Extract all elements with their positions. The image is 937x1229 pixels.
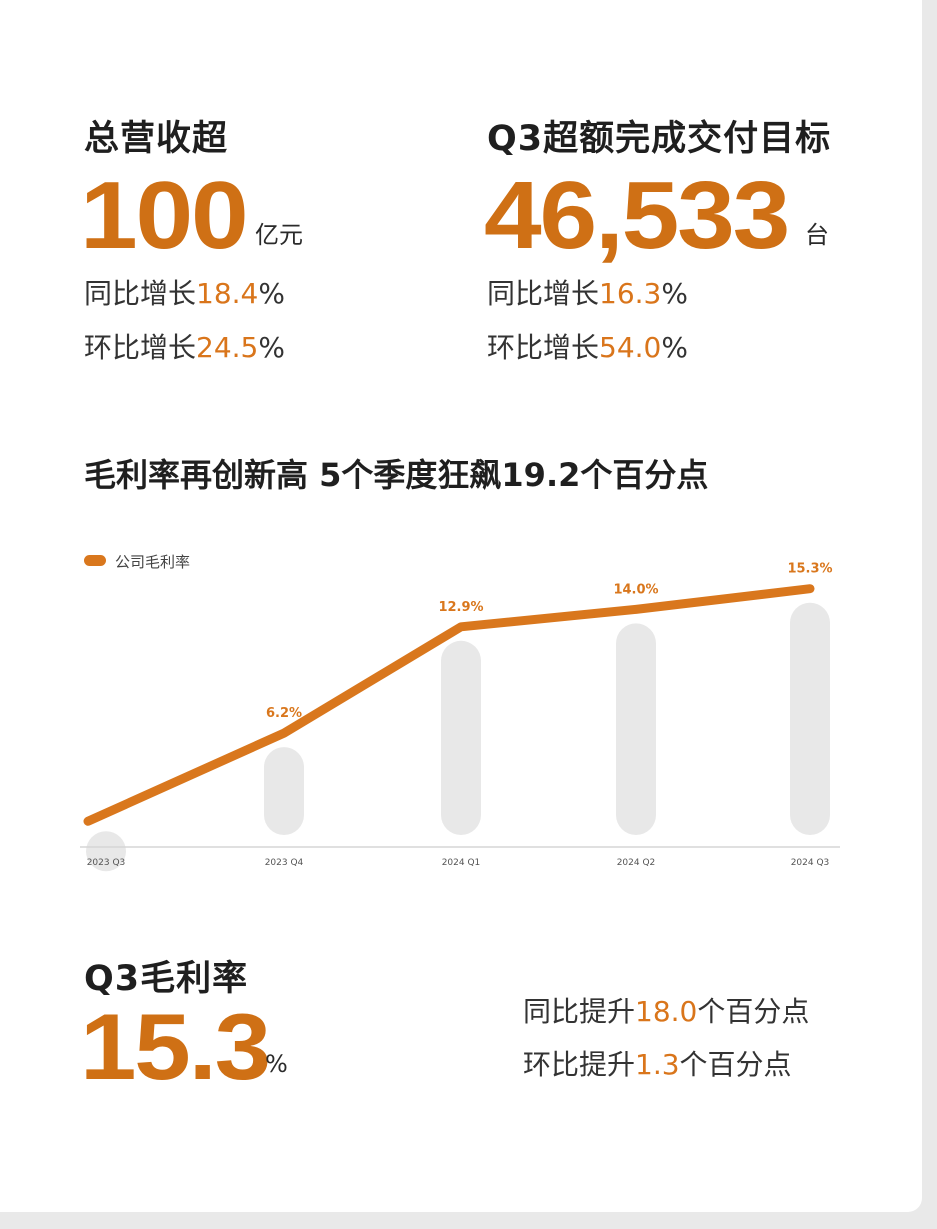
x-tick-label-3: 2024 Q1: [442, 858, 481, 868]
x-tick-label-1: 2023 Q3: [87, 858, 126, 868]
series-line-gross-margin: [83, 584, 815, 826]
margin-qoq-value: 1.3: [635, 1048, 680, 1081]
revenue-yoy-value: 18.4: [196, 277, 259, 310]
delivery-heading: Q3超额完成交付目标: [487, 119, 832, 159]
data-label-4: 14.0%: [613, 582, 658, 597]
margin-yoy-value: 18.0: [635, 995, 698, 1028]
revenue-unit: 亿元: [255, 221, 303, 249]
revenue-qoq-suffix: %: [258, 331, 285, 364]
margin-yoy-suffix: 个百分点: [697, 995, 810, 1028]
delivery-yoy-value: 16.3: [599, 277, 662, 310]
data-label-3: 12.9%: [438, 600, 483, 615]
legend-label: 公司毛利率: [115, 553, 191, 571]
x-tick-label-2: 2023 Q4: [265, 858, 304, 868]
chart-bar-4: [616, 623, 656, 835]
delivery-qoq-label: 环比增长: [487, 331, 600, 364]
revenue-heading: 总营收超: [84, 119, 229, 159]
x-tick-label-5: 2024 Q3: [791, 858, 830, 868]
delivery-yoy: 同比增长16.3%: [487, 272, 688, 312]
margin-yoy-label: 同比提升: [523, 995, 636, 1028]
delivery-qoq: 环比增长54.0%: [487, 326, 688, 366]
delivery-yoy-suffix: %: [661, 277, 688, 310]
data-label-2: 6.2%: [266, 706, 302, 721]
data-label-5: 15.3%: [787, 562, 832, 577]
chart-bar-2: [264, 747, 304, 835]
delivery-qoq-suffix: %: [661, 331, 688, 364]
delivery-yoy-label: 同比增长: [487, 277, 600, 310]
revenue-yoy: 同比增长18.4%: [84, 272, 285, 312]
chart-section-title: 毛利率再创新高 5个季度狂飙19.2个百分点: [84, 456, 709, 494]
legend-swatch: [84, 555, 106, 566]
chart-bar-3: [441, 640, 481, 835]
x-tick-label-4: 2024 Q2: [617, 858, 656, 868]
revenue-qoq: 环比增长24.5%: [84, 326, 285, 366]
margin-heading: Q3毛利率: [84, 959, 249, 999]
revenue-qoq-value: 24.5: [196, 331, 259, 364]
chart-bar-1: [86, 831, 126, 872]
margin-qoq-suffix: 个百分点: [679, 1048, 792, 1081]
margin-qoq: 环比提升1.3个百分点: [523, 1043, 792, 1083]
delivery-unit: 台: [805, 221, 829, 249]
margin-yoy: 同比提升18.0个百分点: [523, 990, 809, 1030]
revenue-yoy-suffix: %: [258, 277, 285, 310]
revenue-yoy-label: 同比增长: [84, 277, 197, 310]
margin-value: 15.3: [80, 994, 271, 1099]
chart-bar-5: [790, 602, 830, 835]
delivery-qoq-value: 54.0: [599, 331, 662, 364]
revenue-value: 100: [80, 162, 249, 269]
margin-qoq-label: 环比提升: [523, 1048, 636, 1081]
gross-margin-chart: 6.2% 12.9% 14.0% 15.3% 2023 Q3 2023 Q4 2024 Q1…: [80, 562, 840, 872]
delivery-value: 46,533: [484, 162, 790, 269]
revenue-qoq-label: 环比增长: [84, 331, 197, 364]
summary-card: 总营收超 100 亿元 同比增长18.4% 环比增长24.5% Q3超额完成交付…: [0, 0, 922, 1212]
margin-unit: %: [265, 1050, 288, 1078]
